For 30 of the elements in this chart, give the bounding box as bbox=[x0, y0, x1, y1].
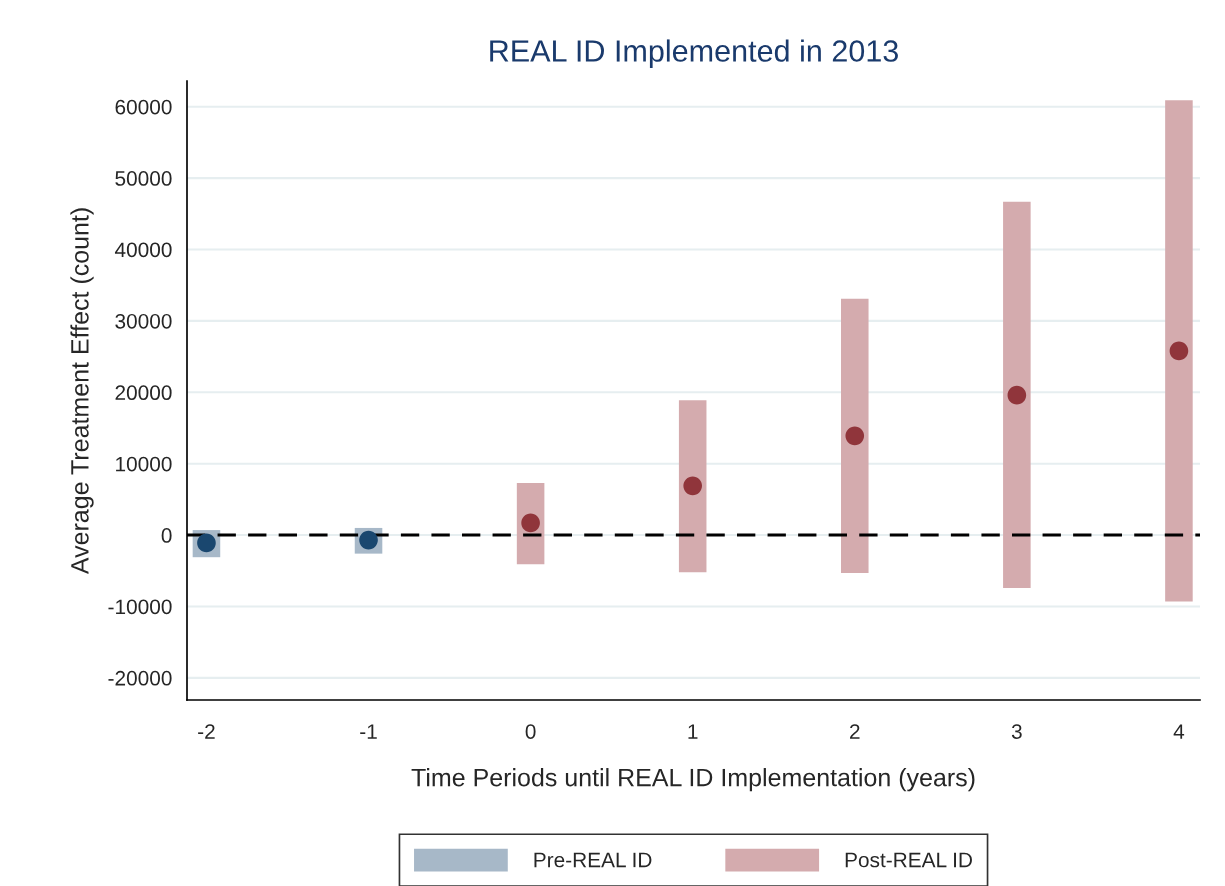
chart-title: REAL ID Implemented in 2013 bbox=[490, 39, 898, 68]
bar bbox=[678, 400, 707, 573]
y-tick-label: 60000 bbox=[115, 99, 172, 115]
y-tick-label: 40000 bbox=[114, 242, 172, 258]
x-axis-title: Time Periods until REAL ID Implementation (years) bbox=[411, 768, 975, 792]
y-tick-label: 50000 bbox=[115, 171, 172, 186]
point bbox=[1007, 385, 1027, 405]
bar bbox=[840, 298, 869, 573]
y-tick-label: -20000 bbox=[108, 670, 172, 686]
bar bbox=[1003, 201, 1031, 588]
x-tick-label: 0 bbox=[525, 724, 536, 739]
x-tick-label: 2 bbox=[850, 724, 860, 739]
bar bbox=[1165, 100, 1193, 602]
y-axis-title: Average Treatment Effect (count) bbox=[70, 208, 94, 575]
legend-label: Pre-REAL ID bbox=[534, 852, 652, 868]
y-tick-label: 0 bbox=[161, 528, 172, 543]
point bbox=[845, 426, 865, 446]
x-tick-label: 1 bbox=[688, 724, 698, 739]
y-tick-label: 10000 bbox=[116, 456, 172, 472]
y-tick-label: 30000 bbox=[115, 313, 172, 329]
legend-label: Post-REAL ID bbox=[845, 852, 972, 868]
point bbox=[683, 476, 703, 496]
x-tick-label: -2 bbox=[198, 724, 215, 739]
x-tick-label: 3 bbox=[1011, 724, 1022, 739]
point bbox=[1169, 341, 1189, 361]
x-tick-label: -1 bbox=[360, 724, 377, 739]
point bbox=[521, 513, 540, 533]
y-tick-label: 20000 bbox=[115, 385, 172, 401]
y-tick-label: -10000 bbox=[108, 599, 172, 615]
x-tick-label: 4 bbox=[1173, 724, 1185, 739]
